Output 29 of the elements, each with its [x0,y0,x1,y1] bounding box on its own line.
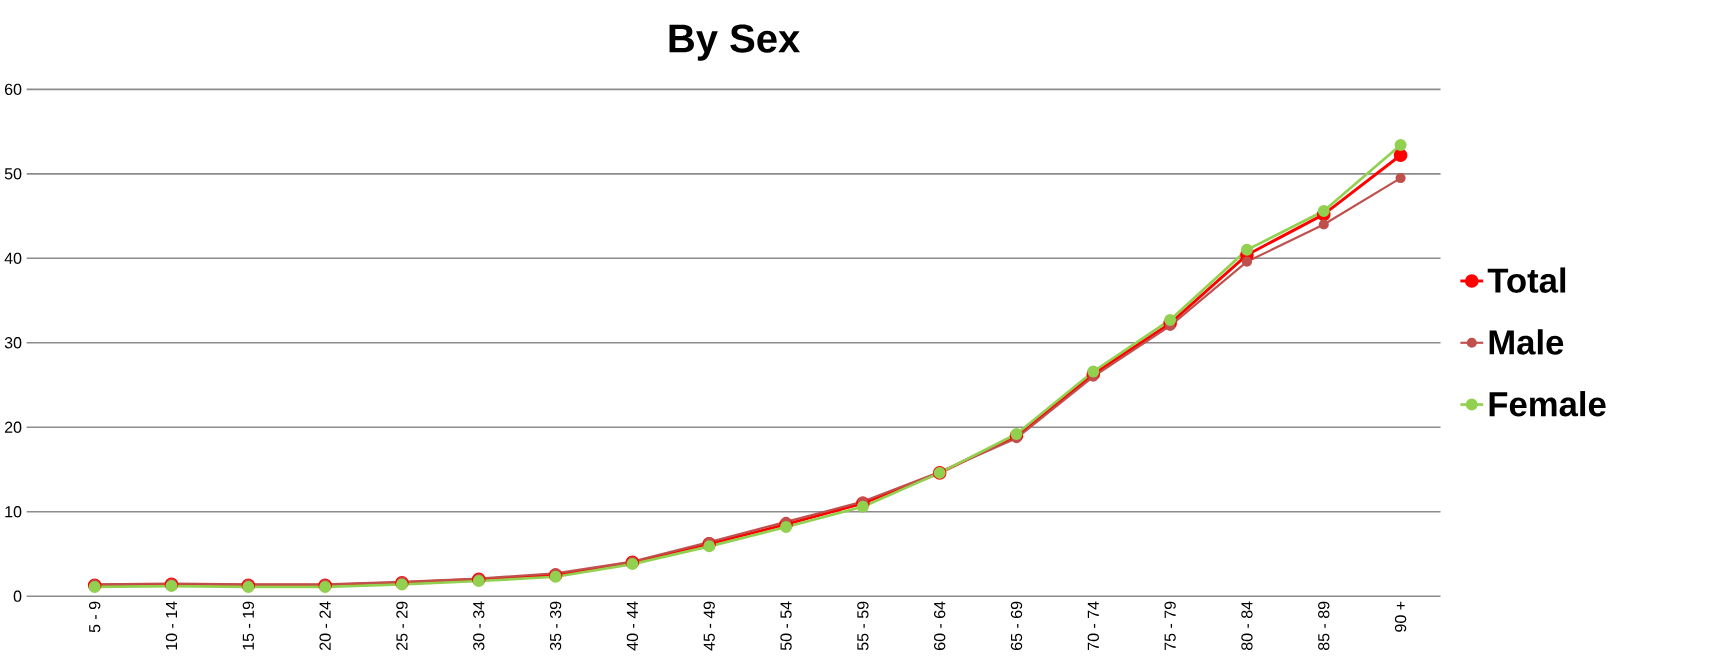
x-tick-label: 90 + [1394,601,1407,632]
x-tick-label: 65 - 69 [1010,601,1023,651]
x-tick-label: 55 - 59 [857,601,869,651]
legend-label: Male [1489,329,1564,355]
x-tick-label: 45 - 49 [703,601,715,651]
x-tick-label: 30 - 34 [473,601,485,651]
x-tick-label: 60 - 64 [934,601,946,651]
x-tick-label: 35 - 39 [549,601,562,651]
y-tick-label: 0 [13,590,22,603]
x-tick-label: 85 - 89 [1318,601,1330,651]
y-tick-label: 50 [4,168,22,180]
x-tick-label: 5 - 9 [89,601,101,633]
x-tick-label: 20 - 24 [319,601,331,651]
y-tick-label: 10 [5,506,22,518]
legend-label: Female [1489,391,1606,417]
y-tick-label: 20 [4,421,22,434]
y-tick-label: 30 [4,337,22,349]
x-tick-label: 10 - 14 [165,601,178,650]
x-tick-label: 50 - 54 [780,601,792,651]
chart-title: By Sex [669,24,800,61]
legend-label: Total [1487,267,1566,294]
x-tick-label: 15 - 19 [242,601,254,650]
x-tick-label: 25 - 29 [396,601,408,651]
y-tick-label: 40 [4,252,22,265]
x-tick-label: 40 - 44 [626,601,639,651]
y-tick-label: 60 [4,83,22,96]
x-tick-label: 70 - 74 [1087,601,1099,651]
x-tick-label: 80 - 84 [1241,601,1253,651]
x-tick-label: 75 - 79 [1164,601,1176,651]
